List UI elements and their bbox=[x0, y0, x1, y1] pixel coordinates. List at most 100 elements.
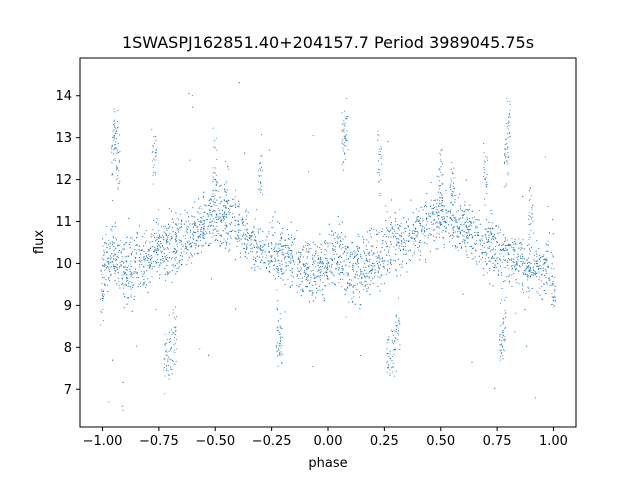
data-point bbox=[548, 232, 551, 234]
data-point bbox=[504, 152, 506, 154]
data-point bbox=[148, 266, 150, 269]
data-point bbox=[379, 153, 381, 156]
data-point bbox=[177, 229, 179, 231]
data-point bbox=[528, 287, 530, 289]
data-point bbox=[113, 255, 115, 257]
data-point bbox=[364, 269, 366, 271]
data-point bbox=[319, 272, 321, 274]
data-point bbox=[349, 254, 351, 256]
data-point bbox=[216, 222, 218, 224]
data-point bbox=[274, 261, 276, 263]
data-point bbox=[345, 134, 347, 136]
data-point bbox=[302, 290, 304, 292]
data-point bbox=[502, 334, 504, 336]
data-point bbox=[491, 222, 493, 224]
data-point bbox=[295, 252, 297, 254]
data-point bbox=[219, 202, 221, 204]
data-point bbox=[111, 151, 113, 153]
data-point bbox=[484, 228, 486, 230]
data-point bbox=[159, 247, 162, 249]
data-point bbox=[297, 258, 299, 260]
data-point bbox=[174, 248, 176, 250]
data-point bbox=[402, 245, 404, 248]
data-point bbox=[109, 248, 111, 250]
data-point bbox=[510, 260, 512, 262]
data-point bbox=[435, 206, 438, 208]
data-point bbox=[442, 205, 444, 207]
x-tick-label: −0.50 bbox=[195, 434, 235, 449]
data-point bbox=[432, 213, 434, 215]
data-point bbox=[342, 150, 344, 152]
data-point bbox=[463, 213, 465, 216]
data-point bbox=[412, 223, 414, 225]
data-point bbox=[148, 264, 151, 266]
data-point bbox=[509, 132, 511, 135]
data-point bbox=[166, 227, 168, 229]
data-point bbox=[104, 242, 106, 244]
data-point bbox=[449, 210, 452, 212]
data-point bbox=[203, 235, 205, 237]
data-point bbox=[541, 285, 543, 287]
data-point bbox=[357, 259, 359, 261]
data-point bbox=[369, 271, 371, 273]
data-point bbox=[365, 259, 367, 261]
data-point bbox=[288, 238, 290, 240]
data-point bbox=[314, 243, 316, 245]
data-point bbox=[171, 237, 173, 239]
data-point bbox=[489, 245, 491, 247]
data-point bbox=[528, 276, 530, 278]
data-point bbox=[212, 127, 214, 129]
data-point bbox=[341, 143, 343, 145]
data-point bbox=[276, 326, 278, 328]
data-point bbox=[224, 228, 226, 230]
data-point bbox=[117, 272, 119, 274]
data-point bbox=[131, 274, 133, 276]
data-point bbox=[521, 253, 523, 255]
data-point bbox=[149, 241, 151, 243]
data-point bbox=[542, 256, 544, 258]
data-point bbox=[308, 274, 310, 276]
data-point bbox=[483, 274, 485, 276]
data-point bbox=[508, 124, 510, 127]
data-point bbox=[244, 255, 246, 257]
data-point bbox=[476, 240, 478, 242]
data-point bbox=[462, 293, 464, 295]
data-point bbox=[127, 282, 129, 284]
data-point bbox=[108, 401, 110, 403]
data-point bbox=[368, 241, 370, 243]
data-point bbox=[544, 156, 546, 158]
data-point bbox=[130, 275, 132, 277]
data-point bbox=[528, 214, 530, 216]
data-point bbox=[269, 262, 271, 264]
data-point bbox=[505, 139, 507, 141]
data-point bbox=[371, 250, 373, 252]
data-point bbox=[181, 263, 183, 265]
data-point bbox=[141, 275, 143, 278]
data-point bbox=[116, 245, 118, 247]
data-point bbox=[142, 266, 144, 268]
data-point bbox=[379, 268, 381, 270]
data-point bbox=[518, 247, 520, 249]
data-point bbox=[306, 257, 308, 259]
data-point bbox=[439, 205, 441, 208]
data-point bbox=[422, 233, 424, 235]
data-point bbox=[176, 251, 178, 253]
data-point bbox=[399, 323, 401, 325]
data-point bbox=[504, 280, 506, 282]
data-point bbox=[490, 232, 492, 234]
data-point bbox=[123, 266, 125, 268]
data-point bbox=[165, 248, 167, 250]
data-point bbox=[219, 196, 221, 198]
data-point bbox=[490, 234, 492, 236]
data-point bbox=[492, 237, 494, 239]
data-point bbox=[184, 209, 186, 211]
data-point bbox=[357, 249, 359, 251]
data-point bbox=[173, 349, 175, 351]
x-tick-label: 0.00 bbox=[314, 434, 343, 449]
data-point bbox=[392, 371, 394, 373]
data-point bbox=[433, 207, 435, 209]
data-point bbox=[485, 238, 488, 240]
data-point bbox=[546, 283, 548, 285]
data-point bbox=[502, 244, 504, 246]
data-point bbox=[112, 258, 115, 260]
